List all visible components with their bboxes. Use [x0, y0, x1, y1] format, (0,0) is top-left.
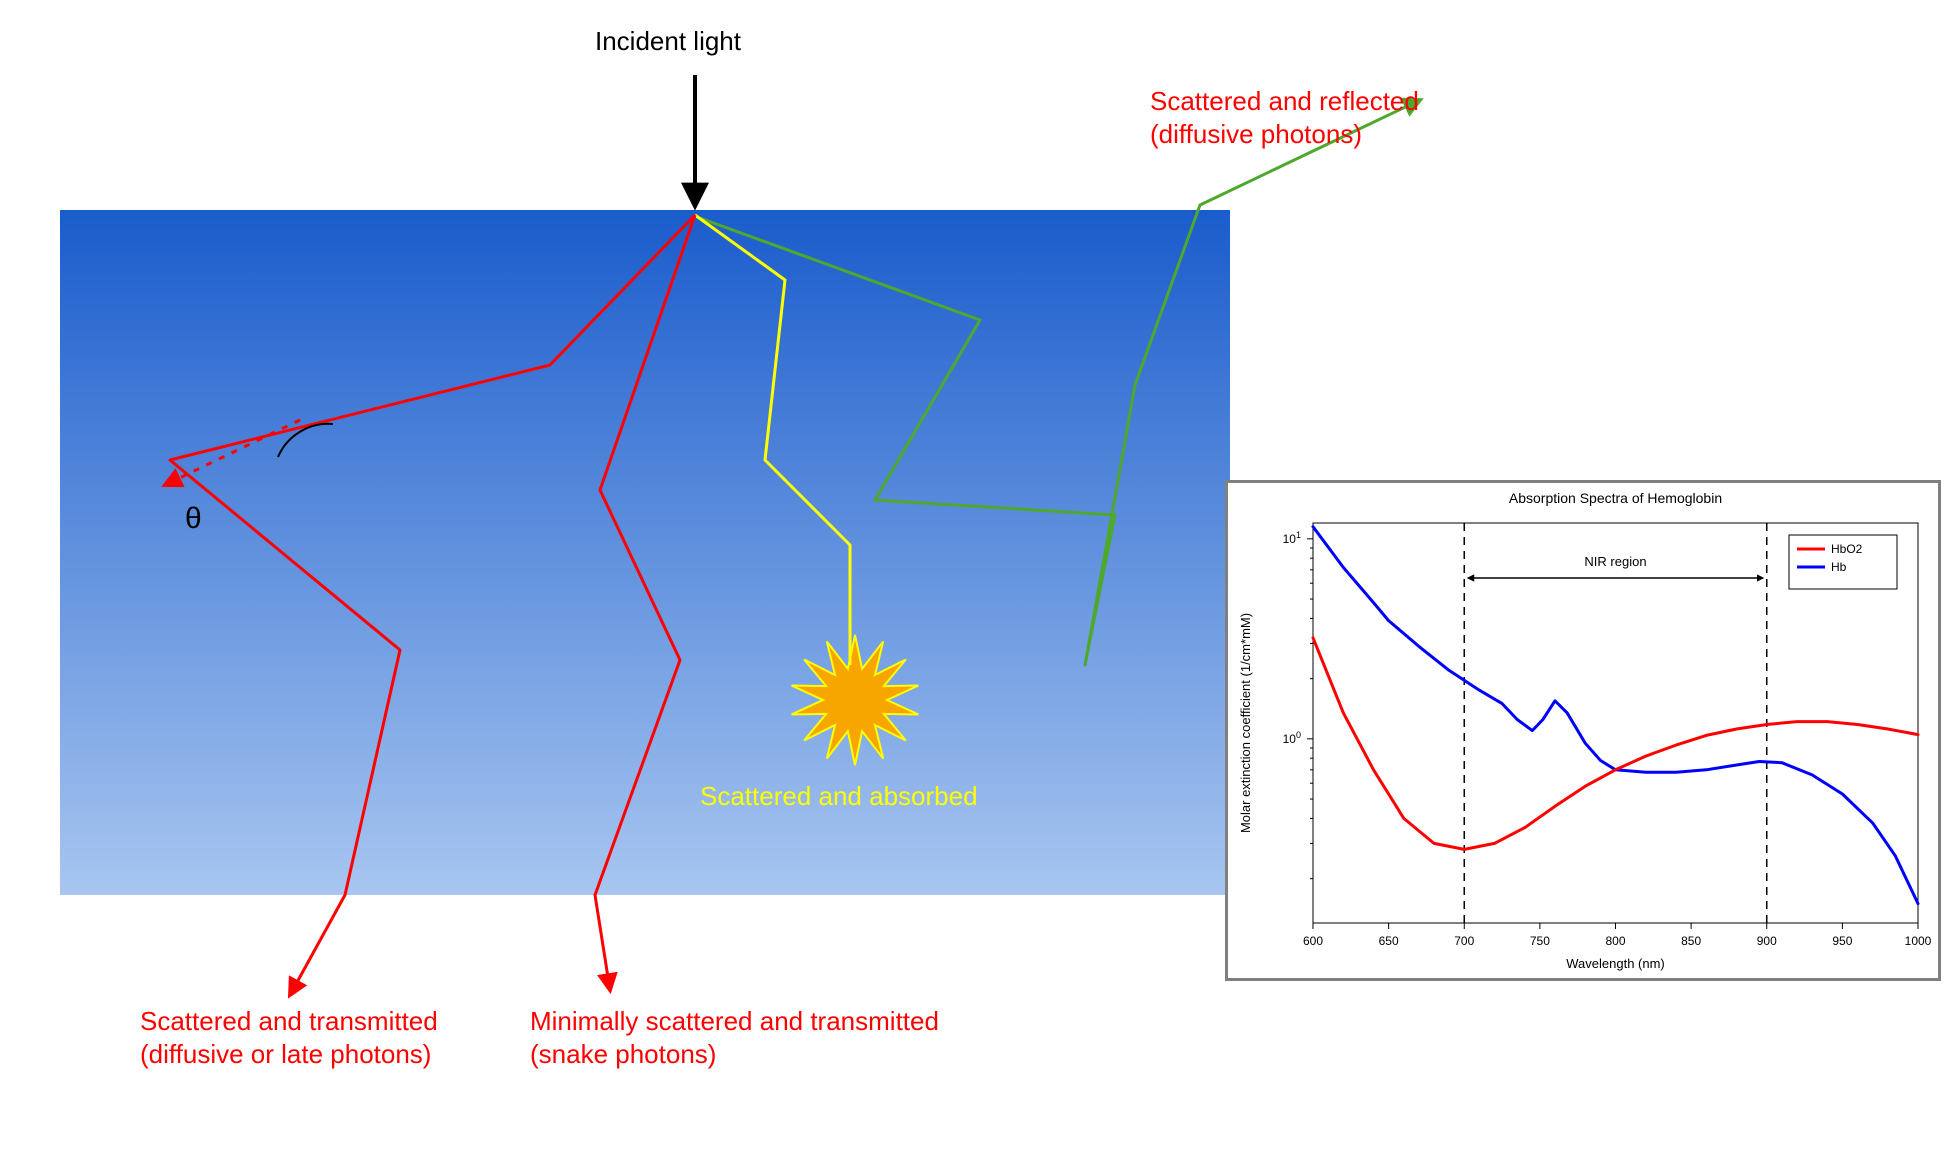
svg-text:HbO2: HbO2: [1831, 542, 1863, 556]
svg-text:600: 600: [1303, 934, 1323, 948]
svg-text:Absorption Spectra of Hemoglob: Absorption Spectra of Hemoglobin: [1509, 490, 1722, 506]
svg-text:950: 950: [1832, 934, 1852, 948]
svg-text:750: 750: [1530, 934, 1550, 948]
svg-text:Molar extinction coefficient (: Molar extinction coefficient (1/cm*mM): [1238, 613, 1253, 833]
svg-text:101: 101: [1283, 530, 1301, 546]
svg-text:800: 800: [1605, 934, 1625, 948]
svg-text:650: 650: [1379, 934, 1399, 948]
absorption-spectra-plot: Absorption Spectra of Hemoglobin 600 650 70…: [1228, 483, 1938, 978]
label-incident-light: Incident light: [595, 25, 741, 58]
svg-text:Hb: Hb: [1831, 560, 1847, 574]
svg-text:100: 100: [1283, 730, 1301, 746]
svg-text:850: 850: [1681, 934, 1701, 948]
svg-text:900: 900: [1757, 934, 1777, 948]
svg-text:1000: 1000: [1905, 934, 1932, 948]
label-late-photons: Scattered and transmitted (diffusive or …: [140, 1005, 438, 1070]
svg-text:NIR region: NIR region: [1584, 554, 1646, 569]
svg-text:700: 700: [1454, 934, 1474, 948]
label-scattered-reflected: Scattered and reflected (diffusive photo…: [1150, 85, 1419, 150]
label-theta: θ: [185, 500, 202, 538]
inset-absorption-chart: Absorption Spectra of Hemoglobin 600 650 70…: [1225, 480, 1941, 981]
label-scattered-absorbed: Scattered and absorbed: [700, 780, 978, 813]
svg-text:Wavelength (nm): Wavelength (nm): [1566, 956, 1665, 971]
label-snake-photons: Minimally scattered and transmitted (sna…: [530, 1005, 939, 1070]
figure-canvas: Incident light Scattered and reflected (…: [20, 20, 1950, 1142]
